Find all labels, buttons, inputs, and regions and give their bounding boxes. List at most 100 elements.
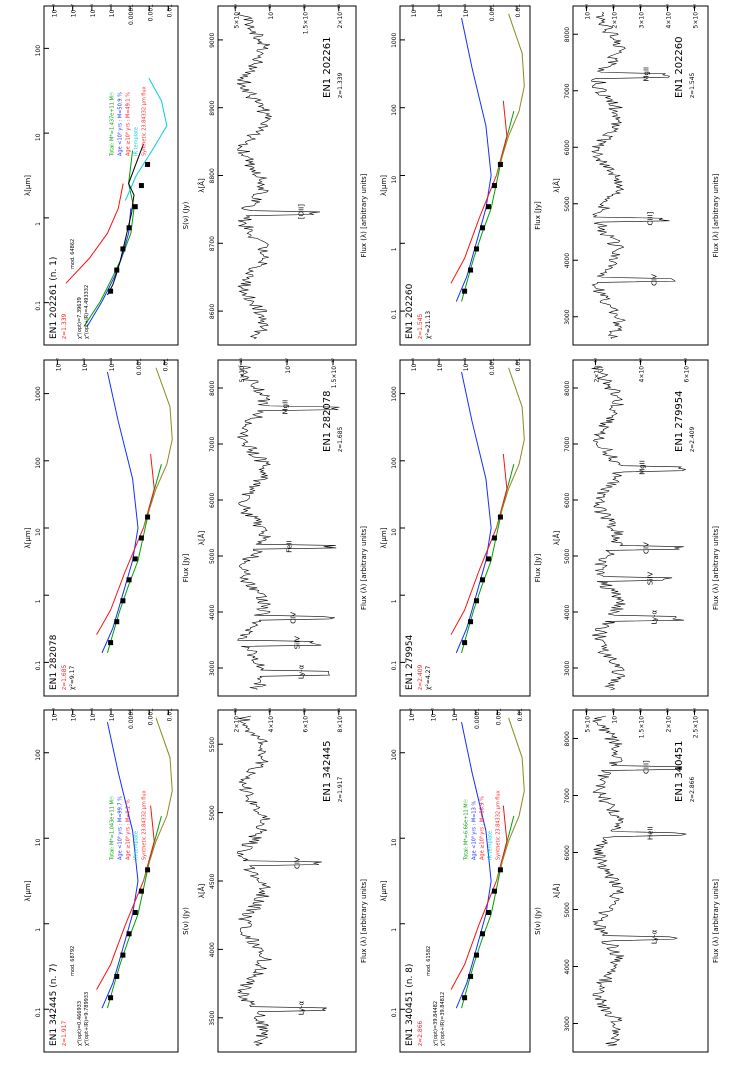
x-axis-label: λ[Å] <box>197 531 206 546</box>
panel-r2-spec2: 3000 4000 5000 6000 7000 8000 λ[Å] 2×10⁻¹⁸ 4×10⁻… <box>552 357 720 697</box>
y-tick-label: 10⁻⁷ <box>409 707 416 721</box>
y-tick-label: 10⁻⁶ <box>90 3 97 17</box>
x-axis-label: λ[μm] <box>380 527 388 548</box>
emission-line-label: Ly-α <box>651 610 659 625</box>
x-tick-label: 9000 <box>209 32 216 47</box>
photometry-point <box>114 267 120 273</box>
chi2-label: χ²=21.13 <box>425 311 432 339</box>
emission-line-label: Ly-α <box>651 929 659 944</box>
y-tick-label: 2.5×10⁻¹⁸ <box>693 707 700 738</box>
panel-r2-spec: 3000 4000 5000 6000 7000 8000 λ[Å] 5×10⁻¹⁸ 10⁻¹⁷… <box>197 357 368 697</box>
x-tick-label: 100 <box>35 457 42 469</box>
y-tick-label: 4×10⁻¹⁸ <box>268 707 275 732</box>
y-tick-label: 6×10⁻¹⁸ <box>302 707 309 732</box>
photometry-point <box>132 909 138 915</box>
emission-line-label: CIV <box>643 542 651 554</box>
y-tick-label: 3×10⁻¹⁸ <box>639 3 646 28</box>
x-tick-label: 3000 <box>564 309 571 324</box>
panel-r1-spec2: 3000 4000 5000 6000 7000 8000 λ[Å] 10⁻¹⁸ 2×10⁻¹⁸… <box>552 3 720 346</box>
sed-series-line <box>450 453 508 635</box>
emission-line-label: MgII <box>282 400 290 415</box>
emission-line-label: MgII <box>643 67 651 82</box>
x-tick-label: 5500 <box>209 737 216 752</box>
redshift-label: z=2.866 <box>689 776 696 802</box>
object-name: EN1 282078 <box>49 634 59 690</box>
y-axis-label: Flux [Jy] <box>534 554 542 583</box>
photometry-point <box>491 888 497 894</box>
y-tick-label: 10⁻⁵ <box>437 357 444 371</box>
panel-r3-spec2: 3000 4000 5000 6000 7000 8000 λ[Å] 5×10⁻¹⁹ 10⁻¹⁸… <box>552 707 720 1053</box>
panel-r3-sed2: 0.1 1 10 100 λ[μm] 10⁻⁷ 10⁻⁶ 10⁻⁵ 0.0001 0.001 0.0… <box>380 707 542 1053</box>
x-axis-label: λ[μm] <box>380 880 388 901</box>
panel-frame <box>572 359 709 697</box>
x-tick-label: 1 <box>391 247 398 251</box>
panel-r2-sed2: 0.1 1 10 100 1000 λ[μm] 10⁻⁶ 10⁻⁵ 10⁻⁴ 0.001 0.01 F… <box>380 357 542 697</box>
photometry-point <box>120 246 126 252</box>
photometry-point <box>480 931 486 937</box>
x-tick-label: 10 <box>35 133 42 141</box>
y-tick-label: 10⁻⁶ <box>55 357 62 371</box>
y-tick-label: 0.01 <box>515 4 522 18</box>
legend-entry: Age ≥10⁹ yrs : M=49.1 % <box>126 92 132 156</box>
x-tick-label: 8700 <box>209 236 216 251</box>
x-tick-label: 0.1 <box>391 1008 398 1018</box>
panel-frame <box>399 359 531 697</box>
x-tick-label: 4500 <box>209 874 216 889</box>
photometry-point <box>497 514 503 520</box>
sed-series-line <box>106 143 144 296</box>
x-axis-label: λ[Å] <box>197 178 206 193</box>
x-axis-label: λ[Å] <box>197 884 206 899</box>
x-axis-label: λ[μm] <box>24 175 32 196</box>
redshift-label: z=1.685 <box>61 664 68 690</box>
x-tick-label: 5000 <box>564 549 571 564</box>
y-axis-label: S(ν) (Jy) <box>182 201 190 229</box>
photometry-point <box>145 867 151 873</box>
legend-entry: Age ≥10⁹ yrs : M=86.9 % <box>480 796 486 860</box>
x-tick-label: 3000 <box>564 661 571 676</box>
photometry-point <box>114 619 120 625</box>
y-axis-label: Flux (λ) [arbitrary units] <box>712 879 720 963</box>
x-tick-label: 5000 <box>564 196 571 211</box>
redshift-label: z=2.409 <box>689 426 696 452</box>
legend-entry: Synthetic 23.84332 μm flux <box>142 86 148 156</box>
legend-entry: Total: M*=6.66e+11 M☉ <box>464 799 470 861</box>
x-tick-label: 6000 <box>209 493 216 508</box>
photometry-point <box>474 246 480 252</box>
redshift-label: z=1.917 <box>61 1020 68 1046</box>
photometry-point <box>485 556 491 562</box>
x-tick-label: 6000 <box>564 140 571 155</box>
sed-series-line <box>83 150 135 327</box>
x-tick-label: 3500 <box>209 1010 216 1025</box>
spectrum-line <box>592 715 687 1047</box>
y-tick-label: 0.01 <box>166 708 173 722</box>
x-tick-label: 8000 <box>564 731 571 746</box>
y-tick-label: 0.001 <box>489 4 496 21</box>
y-tick-label: 1.5×10⁻¹⁸ <box>639 707 646 738</box>
y-tick-label: 10⁻⁶ <box>411 357 418 371</box>
photometry-point <box>114 973 120 979</box>
x-tick-label: 3000 <box>564 1016 571 1031</box>
sed-series-line <box>65 183 124 284</box>
sed-series-line <box>142 367 173 529</box>
spectrum-line <box>237 365 340 691</box>
photometry-point <box>138 888 144 894</box>
x-tick-label: 10 <box>391 838 398 846</box>
photometry-point <box>468 619 474 625</box>
panel-frame <box>217 5 357 346</box>
sed-series-line <box>450 805 508 990</box>
sed-series-line <box>450 100 508 284</box>
photometry-point <box>497 161 503 167</box>
redshift-label: z=2.866 <box>417 1020 424 1046</box>
photometry-point <box>108 995 114 1001</box>
object-name: EN1 340451 (n. 8) <box>405 964 415 1046</box>
x-tick-label: 7000 <box>564 83 571 98</box>
emission-line-label: [OII] <box>298 204 306 219</box>
redshift-label: z=1.545 <box>417 313 424 339</box>
emission-line-label: CIII] <box>643 760 651 774</box>
photometry-point <box>491 535 497 541</box>
emission-line-label: HeII <box>647 826 655 840</box>
y-tick-label: 10⁻⁵ <box>437 3 444 17</box>
panel-r1-sed2: 0.1 1 10 100 1000 λ[μm] 10⁻⁶ 10⁻⁵ 10⁻⁴ 0.001 0.01 F… <box>380 3 542 346</box>
legend-entry: Age <10⁹ yrs : M=99.7 % <box>118 796 124 860</box>
emission-line-label: CIII] <box>647 211 655 225</box>
